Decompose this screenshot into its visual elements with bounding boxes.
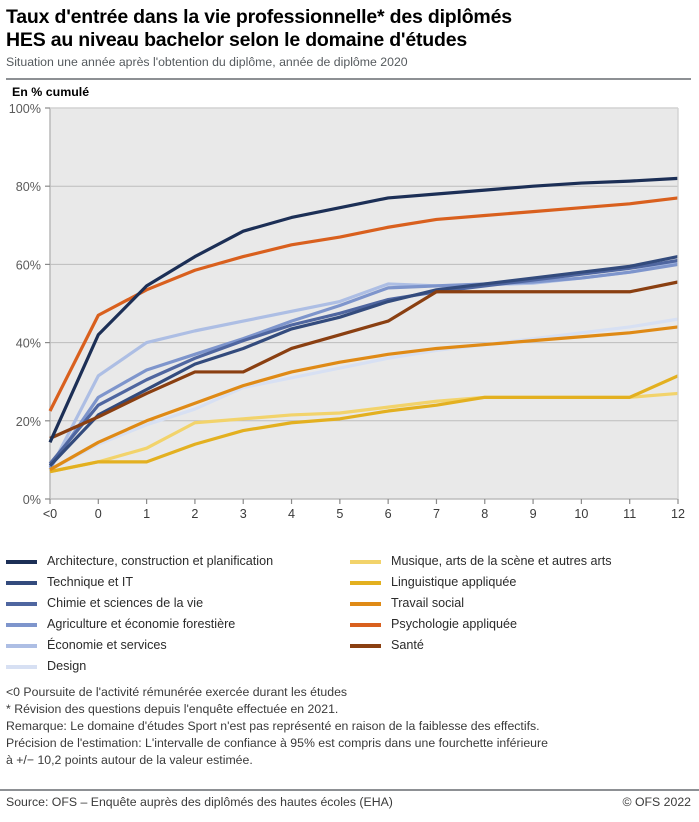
legend-item-label: Santé xyxy=(391,638,424,653)
x-axis-tick-label: 1 xyxy=(143,507,150,519)
legend-item[interactable]: Santé xyxy=(340,635,699,656)
footer-divider xyxy=(0,789,699,791)
legend-color-swatch xyxy=(6,664,37,669)
x-axis-tick-label: 0 xyxy=(95,507,102,519)
legend-item[interactable]: Linguistique appliquée xyxy=(340,572,699,593)
y-axis-tick-label: 20% xyxy=(16,415,41,429)
y-axis-tick-label: 40% xyxy=(16,336,41,350)
note-line-1: <0 Poursuite de l'activité rémunérée exe… xyxy=(6,685,348,699)
legend-item-label: Musique, arts de la scène et autres arts xyxy=(391,554,612,569)
legend-item[interactable]: Design xyxy=(0,656,340,677)
page-subtitle: Situation une année après l'obtention du… xyxy=(6,55,408,69)
series-line xyxy=(48,176,679,443)
legend-item-label: Psychologie appliquée xyxy=(391,617,518,632)
note-line-4: Précision de l'estimation: L'intervalle … xyxy=(6,735,548,750)
title-line-1: Taux d'entrée dans la vie professionnell… xyxy=(6,6,512,28)
series-line xyxy=(48,254,679,467)
chart-header: Taux d'entrée dans la vie professionnell… xyxy=(0,0,699,99)
legend-item[interactable]: Psychologie appliquée xyxy=(340,614,699,635)
legend-column-right: Musique, arts de la scène et autres arts… xyxy=(340,551,699,677)
chart-footer: Source: OFS – Enquête auprès des diplômé… xyxy=(0,795,699,809)
legend-color-swatch xyxy=(6,622,37,627)
legend-color-swatch xyxy=(6,643,37,648)
series-line xyxy=(48,262,679,469)
x-axis-tick-label: 6 xyxy=(385,507,392,519)
y-axis-tick-label: 80% xyxy=(16,180,41,194)
legend-color-swatch xyxy=(6,559,37,564)
legend-item[interactable]: Musique, arts de la scène et autres arts xyxy=(340,551,699,572)
chart-notes: <0 Poursuite de l'activité rémunérée exe… xyxy=(0,684,699,769)
legend-item-label: Chimie et sciences de la vie xyxy=(47,596,204,611)
source-text: Source: OFS – Enquête auprès des diplômé… xyxy=(6,795,393,809)
series-line xyxy=(48,258,679,465)
series-line xyxy=(49,317,679,471)
title-line-2: HES au niveau bachelor selon le domaine … xyxy=(6,29,467,51)
legend-color-swatch xyxy=(350,580,381,585)
line-chart: 0%20%40%60%80%100%<00123456789101112Mois… xyxy=(9,102,685,519)
legend-item-label: Architecture, construction et planificat… xyxy=(47,554,274,569)
note-line-2: * Révision des questions depuis l'enquêt… xyxy=(6,701,339,716)
chart-area: 0%20%40%60%80%100%<00123456789101112Mois… xyxy=(0,99,699,519)
y-axis-unit-label: En % cumulé xyxy=(12,84,90,99)
x-axis-tick-label: 9 xyxy=(530,507,537,519)
legend-color-swatch xyxy=(350,643,381,648)
x-axis-tick-label: 7 xyxy=(433,507,440,519)
x-axis-tick-label: 2 xyxy=(191,507,198,519)
series-line xyxy=(49,325,679,471)
legend-item[interactable]: Architecture, construction et planificat… xyxy=(0,551,340,572)
legend-color-swatch xyxy=(6,580,37,585)
y-axis-tick-label: 60% xyxy=(16,258,41,272)
legend-item-label: Agriculture et économie forestière xyxy=(47,617,236,632)
series-line xyxy=(49,280,679,440)
x-axis-tick-label: 10 xyxy=(574,507,588,519)
legend-item-label: Économie et services xyxy=(47,638,167,653)
note-line-5: à +/− 10,2 points autour de la valeur es… xyxy=(6,752,253,767)
x-axis-tick-label: 12 xyxy=(671,507,685,519)
y-axis-tick-label: 100% xyxy=(9,102,41,116)
legend-item-label: Technique et IT xyxy=(47,575,134,590)
legend-color-swatch xyxy=(350,622,381,627)
legend-color-swatch xyxy=(350,559,381,564)
header-divider xyxy=(6,77,691,80)
series-line xyxy=(48,196,679,412)
legend-item-label: Travail social xyxy=(391,596,465,611)
x-axis-tick-label: 8 xyxy=(481,507,488,519)
y-axis-tick-label: 0% xyxy=(23,493,41,507)
note-line-3: Remarque: Le domaine d'études Sport n'es… xyxy=(6,718,540,733)
legend-item-label: Linguistique appliquée xyxy=(391,575,517,590)
x-axis-tick-label: <0 xyxy=(43,507,57,519)
legend-item[interactable]: Économie et services xyxy=(0,635,340,656)
legend-color-swatch xyxy=(350,601,381,606)
legend-color-swatch xyxy=(6,601,37,606)
x-axis-tick-label: 3 xyxy=(240,507,247,519)
series-line xyxy=(49,374,679,473)
legend-item[interactable]: Technique et IT xyxy=(0,572,340,593)
legend-item[interactable]: Travail social xyxy=(340,593,699,614)
x-axis-tick-label: 5 xyxy=(336,507,343,519)
x-axis-tick-label: 11 xyxy=(623,507,636,519)
legend-item[interactable]: Agriculture et économie forestière xyxy=(0,614,340,635)
x-axis-tick-label: 4 xyxy=(288,507,295,519)
legend-item-label: Design xyxy=(47,659,87,674)
plot-background xyxy=(50,107,678,499)
page-title: Taux d'entrée dans la vie professionnell… xyxy=(6,6,691,52)
legend-item[interactable]: Chimie et sciences de la vie xyxy=(0,593,340,614)
chart-legend: Architecture, construction et planificat… xyxy=(0,551,699,677)
legend-column-left: Architecture, construction et planificat… xyxy=(0,551,340,677)
copyright-text: © OFS 2022 xyxy=(622,795,691,809)
